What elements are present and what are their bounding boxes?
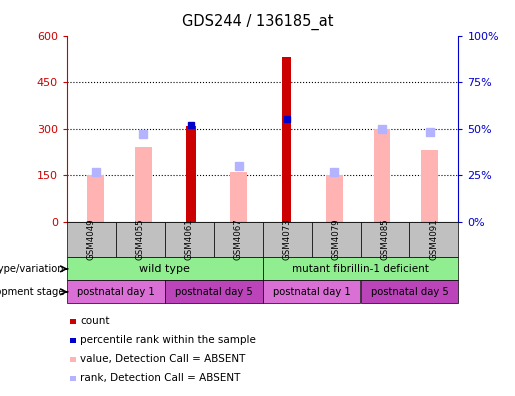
Bar (135, 147, 152, 222)
Bar (87, 175, 104, 222)
Bar (230, 172, 247, 222)
Text: postnatal day 5: postnatal day 5 (175, 287, 252, 297)
Bar (421, 150, 438, 222)
Bar (67, 222, 116, 257)
Text: GSM4085: GSM4085 (381, 219, 389, 261)
Bar (360, 222, 409, 257)
Text: genotype/variation: genotype/variation (0, 264, 64, 274)
Bar (70, 337, 76, 343)
Text: rank, Detection Call = ABSENT: rank, Detection Call = ABSENT (80, 373, 241, 383)
Bar (263, 280, 360, 303)
Bar (326, 175, 342, 222)
Bar (67, 280, 165, 303)
Text: GSM4073: GSM4073 (283, 219, 291, 261)
Text: GSM4067: GSM4067 (234, 219, 243, 261)
Bar (67, 257, 263, 280)
Bar (70, 318, 76, 324)
Bar (70, 375, 76, 381)
Text: wild type: wild type (140, 264, 190, 274)
Text: GSM4091: GSM4091 (430, 219, 438, 261)
Text: postnatal day 1: postnatal day 1 (77, 287, 154, 297)
Bar (70, 356, 76, 362)
Text: value, Detection Call = ABSENT: value, Detection Call = ABSENT (80, 354, 246, 364)
Bar (263, 257, 458, 280)
Bar (116, 222, 165, 257)
Bar (282, 57, 291, 222)
Bar (409, 222, 458, 257)
Bar (186, 126, 196, 222)
Text: GSM4055: GSM4055 (136, 219, 145, 261)
Bar (360, 280, 458, 303)
Text: GSM4061: GSM4061 (185, 219, 194, 261)
Text: count: count (80, 316, 110, 326)
Text: postnatal day 5: postnatal day 5 (371, 287, 448, 297)
Text: GSM4049: GSM4049 (87, 219, 96, 261)
Bar (263, 222, 312, 257)
Bar (373, 129, 390, 222)
Bar (312, 222, 360, 257)
Text: postnatal day 1: postnatal day 1 (273, 287, 350, 297)
Text: development stage: development stage (0, 287, 64, 297)
Text: percentile rank within the sample: percentile rank within the sample (80, 335, 256, 345)
Text: GSM4079: GSM4079 (332, 219, 340, 261)
Bar (214, 222, 263, 257)
Text: GDS244 / 136185_at: GDS244 / 136185_at (182, 14, 333, 30)
Bar (165, 222, 214, 257)
Text: mutant fibrillin-1 deficient: mutant fibrillin-1 deficient (292, 264, 429, 274)
Bar (165, 280, 263, 303)
